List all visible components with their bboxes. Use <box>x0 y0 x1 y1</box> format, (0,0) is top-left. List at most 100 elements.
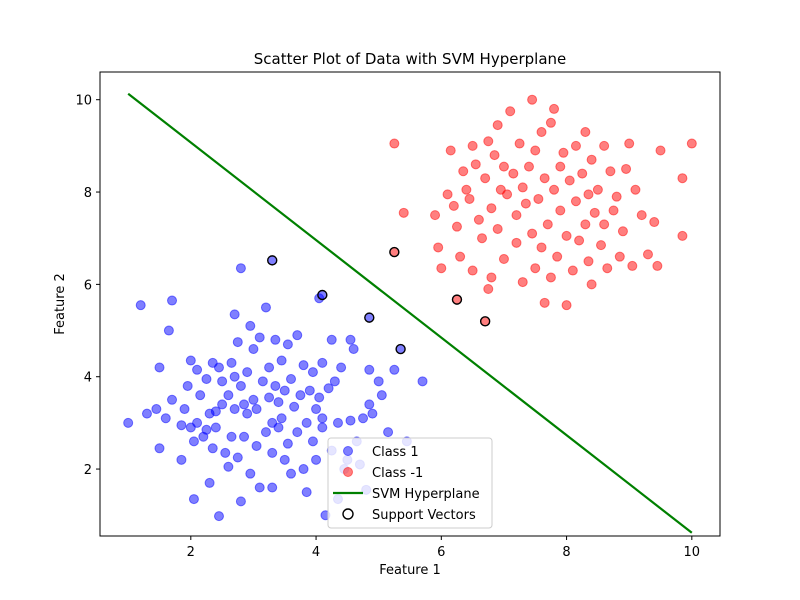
data-point <box>304 385 315 396</box>
data-point <box>533 193 544 204</box>
support-vector <box>364 312 375 323</box>
data-point <box>282 339 293 350</box>
legend-box <box>327 437 493 529</box>
data-point <box>348 344 359 355</box>
series-3 <box>267 246 491 355</box>
data-point <box>508 168 519 179</box>
data-point <box>229 309 240 320</box>
y-tick-label: 2 <box>84 463 92 478</box>
data-point <box>611 191 622 202</box>
data-point <box>539 173 550 184</box>
data-point <box>589 207 600 218</box>
data-point <box>605 166 616 177</box>
data-point <box>192 364 203 375</box>
data-point <box>489 150 500 161</box>
data-point <box>567 265 578 276</box>
data-point <box>511 210 522 221</box>
data-point <box>201 424 212 435</box>
data-point <box>523 161 534 172</box>
data-point <box>176 454 187 465</box>
data-point <box>301 487 312 498</box>
data-point <box>276 413 287 424</box>
data-point <box>213 511 224 522</box>
chart-title: Scatter Plot of Data with SVM Hyperplane <box>254 50 567 68</box>
data-point <box>486 272 497 283</box>
legend-marker <box>343 446 353 456</box>
data-point <box>311 454 322 465</box>
data-point <box>160 413 171 424</box>
data-point <box>502 189 513 200</box>
x-tick-label: 10 <box>684 545 701 560</box>
data-point <box>239 399 250 410</box>
data-point <box>232 452 243 463</box>
data-point <box>364 364 375 375</box>
data-point <box>235 380 246 391</box>
data-point <box>539 297 550 308</box>
data-point <box>455 251 466 262</box>
data-point <box>232 337 243 348</box>
data-point <box>583 189 594 200</box>
data-point <box>627 260 638 271</box>
data-point <box>242 408 253 419</box>
data-point <box>555 205 566 216</box>
data-point <box>201 374 212 385</box>
data-point <box>617 226 628 237</box>
data-point <box>298 464 309 475</box>
data-point <box>295 390 306 401</box>
data-point <box>389 364 400 375</box>
data-point <box>536 127 547 138</box>
data-point <box>470 159 481 170</box>
data-point <box>492 120 503 131</box>
data-point <box>260 427 271 438</box>
data-point <box>486 203 497 214</box>
data-point <box>577 168 588 179</box>
data-point <box>311 404 322 415</box>
support-vector <box>395 343 406 355</box>
data-point <box>235 263 246 274</box>
data-point <box>276 355 287 366</box>
data-point <box>570 140 581 151</box>
data-point <box>467 140 478 151</box>
data-point <box>686 138 697 149</box>
data-point <box>326 334 337 345</box>
data-point <box>279 454 290 465</box>
data-point <box>564 175 575 186</box>
data-point <box>583 256 594 267</box>
data-point <box>220 447 231 458</box>
data-point <box>527 228 538 239</box>
data-point <box>630 184 641 195</box>
data-point <box>655 145 666 156</box>
data-point <box>289 401 300 412</box>
data-point <box>608 205 619 216</box>
data-point <box>223 461 234 472</box>
data-point <box>417 376 428 387</box>
data-point <box>614 251 625 262</box>
data-point <box>530 145 541 156</box>
data-point <box>586 154 597 165</box>
data-point <box>163 325 174 336</box>
data-point <box>273 397 284 408</box>
data-point <box>192 417 203 428</box>
data-point <box>267 447 278 458</box>
y-tick-label: 6 <box>84 278 92 293</box>
data-point <box>530 263 541 274</box>
series-1 <box>389 94 697 311</box>
data-point <box>167 295 178 306</box>
data-point <box>561 230 572 241</box>
data-point <box>332 417 343 428</box>
data-point <box>226 357 237 368</box>
data-point <box>451 221 462 232</box>
data-point <box>323 383 334 394</box>
data-point <box>458 166 469 177</box>
data-point <box>239 431 250 442</box>
data-point <box>677 173 688 184</box>
x-tick-label: 4 <box>312 545 320 560</box>
data-point <box>574 235 585 246</box>
data-point <box>217 376 228 387</box>
data-point <box>301 417 312 428</box>
data-point <box>204 477 215 488</box>
data-point <box>436 263 447 274</box>
data-point <box>442 189 453 200</box>
data-point <box>242 367 253 378</box>
